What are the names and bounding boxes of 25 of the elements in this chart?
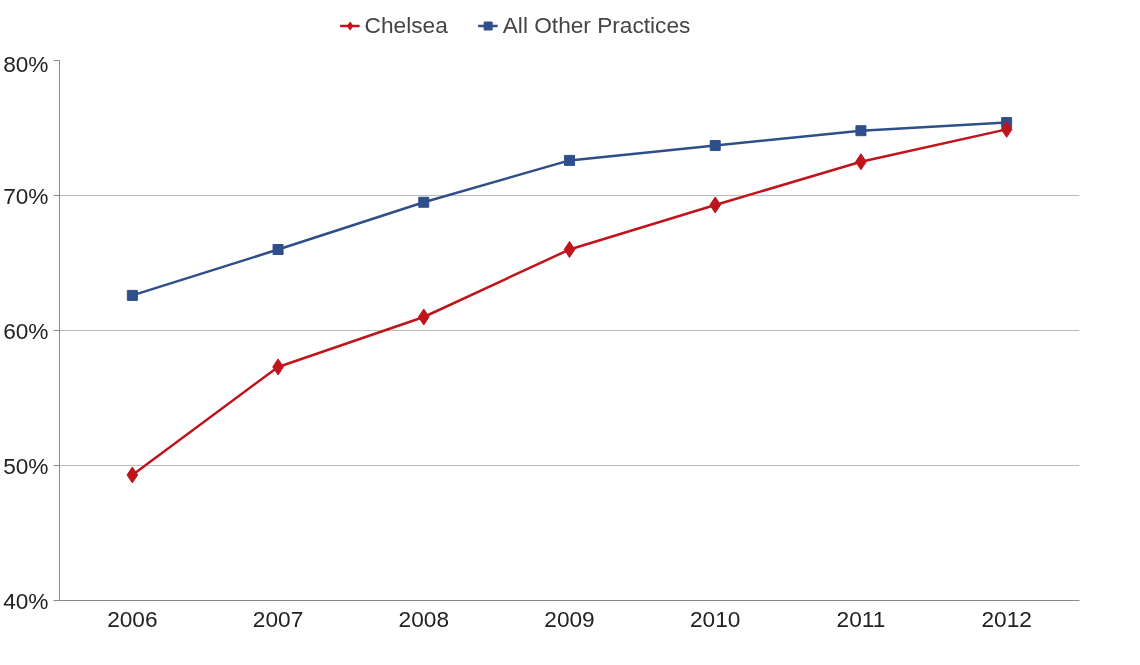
point <box>709 140 721 152</box>
y-tick-label: 40% <box>3 587 49 614</box>
y-tick-label: 70% <box>3 182 49 209</box>
x-tick-label: 2009 <box>544 605 595 632</box>
point <box>272 244 284 255</box>
point <box>709 196 722 214</box>
point <box>126 289 138 301</box>
x-tick-label: 2012 <box>981 605 1032 632</box>
point <box>564 154 575 166</box>
y-tick-label: 60% <box>3 317 49 344</box>
x-tick-label: 2007 <box>252 605 304 632</box>
point <box>1000 120 1013 138</box>
legend-label: All Other Practices <box>502 11 691 39</box>
x-tick-label: 2010 <box>690 605 741 632</box>
x-tick-label: 2008 <box>398 605 449 632</box>
point <box>126 466 139 484</box>
point <box>855 125 867 137</box>
y-tick-label: 50% <box>3 452 49 479</box>
point <box>563 241 576 258</box>
legend-label: Chelsea <box>364 11 448 39</box>
point <box>417 308 430 326</box>
x-tick-label: 2011 <box>836 605 886 632</box>
y-tick-label: 80% <box>3 50 49 77</box>
x-tick-label: 2006 <box>107 605 158 632</box>
point <box>418 196 430 208</box>
